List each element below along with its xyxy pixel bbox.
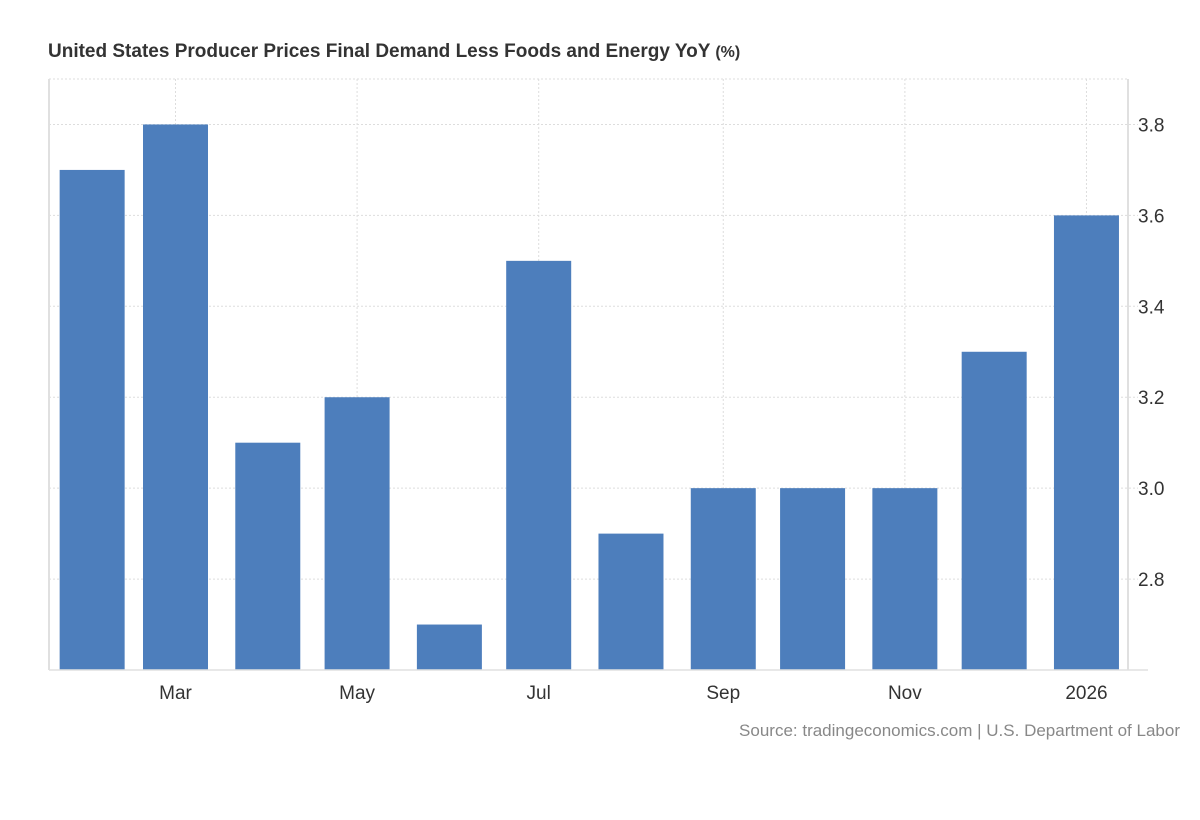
x-tick-label: Jul <box>527 683 551 704</box>
bar-2026-01 <box>1053 215 1119 670</box>
x-tick-label: Sep <box>706 683 740 704</box>
y-tick-label: 3.2 <box>1138 388 1164 409</box>
x-tick-label: 2026 <box>1065 683 1107 704</box>
bar-2025-12 <box>961 351 1027 670</box>
bar-2025-08 <box>598 533 664 670</box>
x-tick-label: Mar <box>159 683 192 704</box>
source-note: Source: tradingeconomics.com | U.S. Depa… <box>739 721 1180 740</box>
bar-2025-10 <box>780 488 846 670</box>
bar-2025-02 <box>59 169 125 670</box>
bar-2025-03 <box>143 124 208 670</box>
x-tick-label: Nov <box>888 683 922 704</box>
y-tick-label: 3.8 <box>1138 115 1164 136</box>
bar-2025-07 <box>506 260 572 670</box>
y-tick-label: 3.4 <box>1138 297 1165 318</box>
unit-label: (%) <box>715 44 741 61</box>
bar-2025-11 <box>872 488 938 670</box>
x-tick-label: May <box>339 683 375 704</box>
y-tick-label: 3.6 <box>1138 206 1164 227</box>
bar-2025-05 <box>324 397 390 670</box>
y-tick-label: 2.8 <box>1138 570 1164 591</box>
title-text: United States Producer Prices Final Dema… <box>48 41 711 62</box>
bar-2025-06 <box>416 624 482 670</box>
chart-title: United States Producer Prices Final Dema… <box>48 41 740 63</box>
bar-2025-09 <box>690 488 756 670</box>
y-tick-label: 3.0 <box>1138 479 1164 500</box>
bar-2025-04 <box>235 442 301 670</box>
